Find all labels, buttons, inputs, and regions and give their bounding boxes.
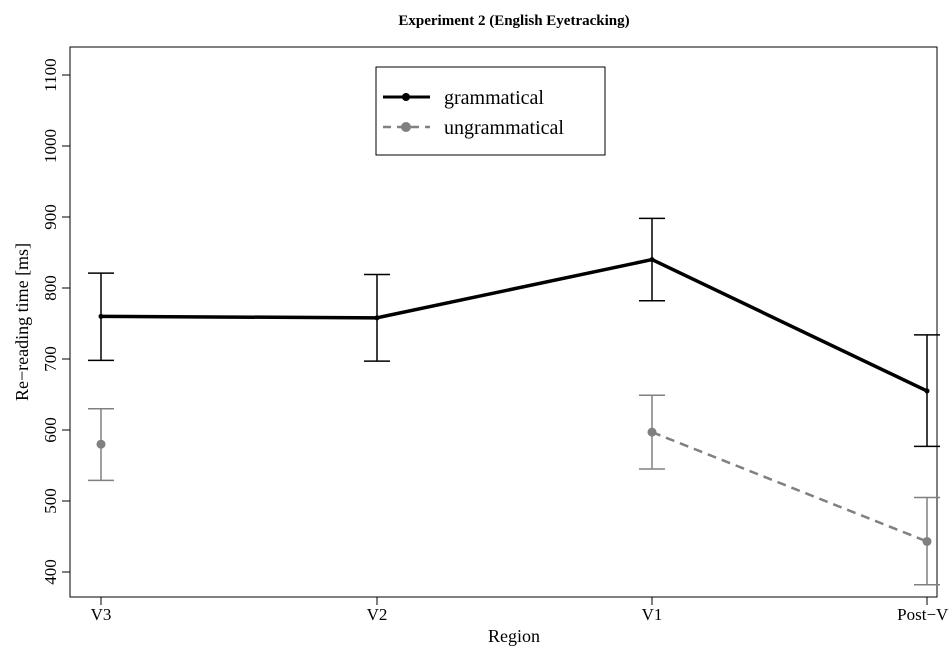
series-0 bbox=[88, 217, 940, 448]
y-tick-label-1100: 1100 bbox=[41, 58, 60, 91]
y-tick-label-900: 900 bbox=[41, 204, 60, 230]
legend-marker-1 bbox=[401, 122, 411, 132]
series-0-segment-1-2 bbox=[376, 257, 653, 320]
point-0-2 bbox=[649, 257, 655, 263]
point-0-3 bbox=[924, 388, 930, 394]
y-tick-label-700: 700 bbox=[41, 346, 60, 372]
y-tick-label-400: 400 bbox=[41, 559, 60, 585]
y-tick-label-600: 600 bbox=[41, 417, 60, 443]
point-1-2 bbox=[647, 427, 657, 437]
x-tick-label-3: Post−V1 bbox=[897, 605, 949, 624]
y-axis: 400 500 600 700 800 900 1000 1100 bbox=[41, 58, 70, 585]
chart-title: Experiment 2 (English Eyetracking) bbox=[398, 13, 629, 29]
y-tick-label-500: 500 bbox=[41, 488, 60, 514]
y-tick-label-800: 800 bbox=[41, 275, 60, 301]
x-axis: V3 V2 V1 Post−V1 bbox=[91, 597, 949, 624]
y-axis-label: Re−reading time [ms] bbox=[12, 243, 32, 401]
x-axis-label: Region bbox=[488, 626, 540, 646]
point-1-0 bbox=[96, 439, 106, 449]
legend-label-0: grammatical bbox=[444, 87, 544, 109]
series-1-segment-2-3 bbox=[651, 430, 928, 543]
series-1 bbox=[88, 394, 940, 586]
legend: grammatical ungrammatical bbox=[375, 66, 606, 156]
series-0-segment-0-1 bbox=[100, 314, 378, 320]
legend-label-1: ungrammatical bbox=[444, 117, 564, 139]
x-tick-label-1: V2 bbox=[367, 605, 388, 624]
y-tick-label-1000: 1000 bbox=[41, 129, 60, 163]
x-tick-label-0: V3 bbox=[91, 605, 112, 624]
series-layer bbox=[88, 217, 940, 586]
series-0-segment-2-3 bbox=[651, 258, 928, 393]
x-tick-label-2: V1 bbox=[642, 605, 663, 624]
point-0-1 bbox=[374, 315, 380, 321]
plot-frame bbox=[69, 46, 938, 598]
point-1-3 bbox=[922, 536, 932, 546]
legend-marker-0 bbox=[402, 93, 410, 101]
point-0-0 bbox=[98, 313, 104, 319]
legend-box bbox=[375, 66, 606, 156]
